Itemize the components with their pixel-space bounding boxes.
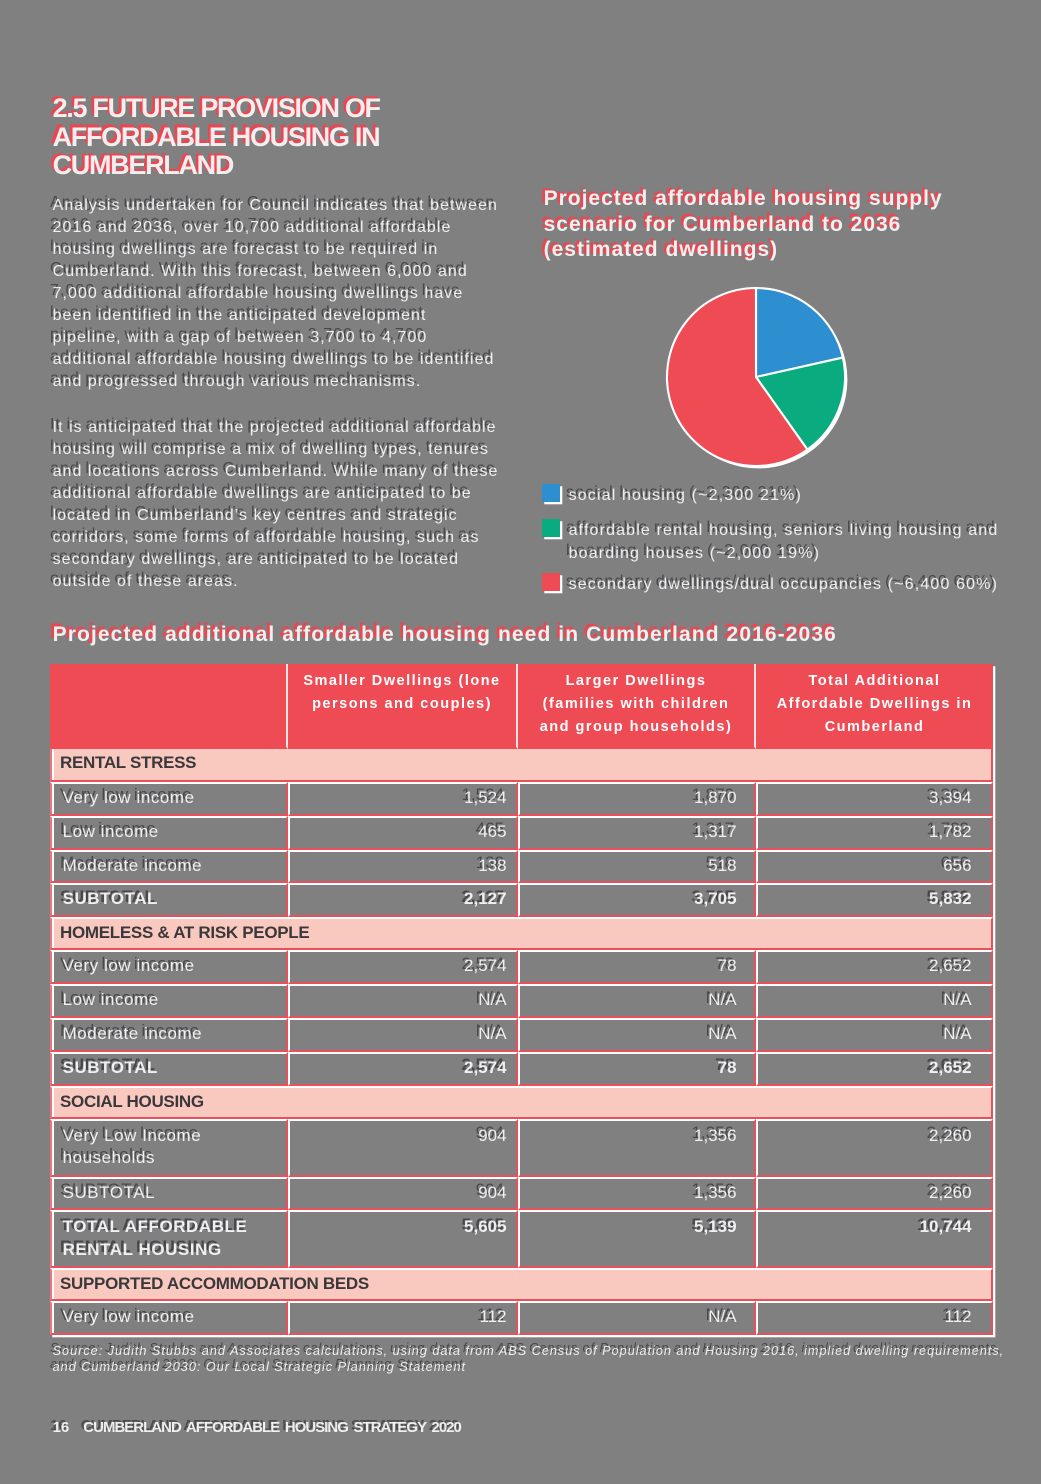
table-row: SUBTOTAL SUBTOTAL 904 904 1,356 1,356 2,260 2,2… — [50, 1176, 993, 1211]
row-value: N/A N/A — [756, 1017, 993, 1052]
legend-item-affordable-rental-housing: affordable rental housing, seniors livin… — [542, 518, 997, 562]
row-value: 5,832 5,832 — [756, 883, 993, 918]
row-value: 78 78 — [518, 1051, 756, 1086]
row-value: 3,394 3,394 — [756, 781, 993, 816]
row-value: N/A N/A — [288, 984, 518, 1018]
table-row: Moderate income Moderate income N/A N/A N/A N… — [50, 1017, 993, 1052]
housing-need-table: Smaller Dwellings (lone persons and coup… — [50, 664, 993, 1336]
row-value: 465 465 — [288, 815, 518, 850]
row-label: SUBTOTAL SUBTOTAL — [50, 1051, 288, 1086]
section-band-label: HOMELESS & AT RISK PEOPLE — [50, 917, 993, 951]
row-value: 904 904 — [288, 1176, 518, 1211]
legend-label: affordable rental housing, seniors livin… — [566, 519, 999, 562]
row-value: N/A N/A — [518, 984, 756, 1018]
row-value: 3,705 3,705 — [518, 883, 756, 918]
row-label: Moderate income Moderate income — [50, 1017, 288, 1052]
row-value: 138 138 — [288, 849, 518, 884]
legend-label: social housing (~2,300 21%) social housin… — [566, 484, 802, 504]
row-label: TOTAL AFFORDABLE RENTAL HOUSING TOTAL AFF… — [50, 1210, 288, 1269]
row-value: 904 904 — [288, 1118, 518, 1177]
row-value: 518 518 — [518, 849, 756, 884]
source-note: Source: Judith Stubbs and Associates cal… — [50, 1340, 1005, 1374]
row-value: 1,356 1,356 — [518, 1118, 756, 1177]
row-value: 10,744 10,744 — [756, 1210, 993, 1269]
row-value: 112 112 — [756, 1301, 993, 1336]
section-band-label: RENTAL STRESS — [50, 749, 993, 782]
legend-item-social-housing: social housing (~2,300 21%) social housin… — [542, 483, 801, 504]
section-band-label: SUPPORTED ACCOMMODATION BEDS — [50, 1268, 993, 1302]
body-paragraph-2: It is anticipated that the projected add… — [50, 416, 499, 590]
row-value: 1,356 1,356 — [518, 1176, 756, 1211]
section-band-label: SOCIAL HOUSING — [50, 1085, 993, 1119]
legend-label: secondary dwellings/dual occupancies (~6… — [566, 573, 999, 593]
column-header: Total Additional Affordable Dwellings in… — [756, 664, 993, 749]
row-label: Very low income Very low income — [50, 950, 288, 985]
row-value: 5,139 5,139 — [518, 1210, 756, 1269]
table-row: Moderate income Moderate income 138 138 518 5… — [50, 849, 993, 884]
table-row: TOTAL AFFORDABLE RENTAL HOUSING TOTAL AFF… — [50, 1210, 993, 1269]
table-row: Very low income Very low income 112 112 N/A N… — [50, 1301, 993, 1336]
page-number: 16 16 — [50, 1416, 70, 1437]
row-value: 78 78 — [518, 950, 756, 985]
pie-slice-affordable-rental-housing — [754, 356, 847, 451]
row-label: Low income Low income — [50, 815, 288, 850]
table-row: Very low income Very low income 2,574 2,574… — [50, 950, 993, 985]
row-value: 2,574 2,574 — [288, 950, 518, 985]
row-label: Very low income Very low income — [50, 1301, 288, 1336]
legend-item-secondary-dwellings: secondary dwellings/dual occupancies (~6… — [542, 572, 997, 593]
row-value: 2,652 2,652 — [756, 1051, 993, 1086]
row-value: N/A N/A — [518, 1301, 756, 1336]
row-value: N/A N/A — [756, 984, 993, 1018]
row-value: 1,870 1,870 — [518, 781, 756, 816]
column-header — [50, 664, 288, 749]
legend-swatch-social-housing — [542, 483, 560, 502]
legend-swatch-secondary-dwellings — [542, 572, 560, 591]
section-band-row: RENTAL STRESS — [50, 749, 993, 782]
row-value: 1,317 1,317 — [518, 815, 756, 850]
row-value: N/A N/A — [518, 1017, 756, 1052]
row-value: N/A N/A — [288, 1017, 518, 1052]
pie-slice-social-housing — [754, 286, 844, 379]
column-header: Smaller Dwellings (lone persons and coup… — [288, 664, 518, 749]
table-row: Low income Low income N/A N/A N/A N/A N/A N/A — [50, 984, 993, 1018]
table-row: Very low income Very low income 1,524 1,524… — [50, 781, 993, 816]
row-value: 2,260 2,260 — [756, 1176, 993, 1211]
section-heading: 2.5 FUTURE PROVISION OF AFFORDABLE HOUSI… — [50, 90, 381, 181]
row-value: 1,524 1,524 — [288, 781, 518, 816]
table-body: RENTAL STRESS Very low income Very low inc… — [50, 749, 993, 1336]
row-label: Moderate income Moderate income — [50, 849, 288, 884]
table-row: Very Low Income households Very Low Incom… — [50, 1118, 993, 1177]
table-header-row: Smaller Dwellings (lone persons and coup… — [50, 664, 993, 749]
table-row: Low income Low income 465 465 1,317 1,317 1,78… — [50, 815, 993, 850]
pie-slice-secondary-dwellings — [665, 286, 809, 468]
row-label: Low income Low income — [50, 984, 288, 1018]
table-title: Projected additional affordable housing … — [50, 620, 837, 646]
section-band-row: SUPPORTED ACCOMMODATION BEDS — [50, 1268, 993, 1302]
row-value: 1,782 1,782 — [756, 815, 993, 850]
table-header: Smaller Dwellings (lone persons and coup… — [50, 664, 993, 749]
row-label: SUBTOTAL SUBTOTAL — [50, 1176, 288, 1211]
row-label: Very Low Income households Very Low Incom… — [50, 1118, 288, 1177]
section-band-row: SOCIAL HOUSING — [50, 1085, 993, 1119]
pie-chart — [665, 286, 848, 469]
row-label: SUBTOTAL SUBTOTAL — [50, 883, 288, 918]
row-value: 656 656 — [756, 849, 993, 884]
legend-swatch-affordable-rental-housing — [542, 518, 560, 537]
chart-title: Projected affordable housing supply scen… — [541, 184, 943, 262]
table-row: SUBTOTAL SUBTOTAL 2,574 2,574 78 78 2,652 2,652 — [50, 1051, 993, 1086]
section-band-row: HOMELESS & AT RISK PEOPLE — [50, 917, 993, 951]
row-value: 2,574 2,574 — [288, 1051, 518, 1086]
row-label: Very low income Very low income — [50, 781, 288, 816]
table-row: SUBTOTAL SUBTOTAL 2,127 2,127 3,705 3,705 5,83… — [50, 883, 993, 918]
page-footer: 16 16 CUMBERLAND AFFORDABLE HOUSING STRATE… — [50, 1416, 462, 1437]
footer-title: CUMBERLAND AFFORDABLE HOUSING STRATEGY 2… — [80, 1416, 462, 1437]
row-value: 2,652 2,652 — [756, 950, 993, 985]
column-header: Larger Dwellings (families with children… — [518, 664, 756, 749]
row-value: 5,605 5,605 — [288, 1210, 518, 1269]
row-value: 2,127 2,127 — [288, 883, 518, 918]
row-value: 112 112 — [288, 1301, 518, 1336]
row-value: 2,260 2,260 — [756, 1118, 993, 1177]
body-paragraph-1: Analysis undertaken for Council indicate… — [50, 194, 498, 390]
